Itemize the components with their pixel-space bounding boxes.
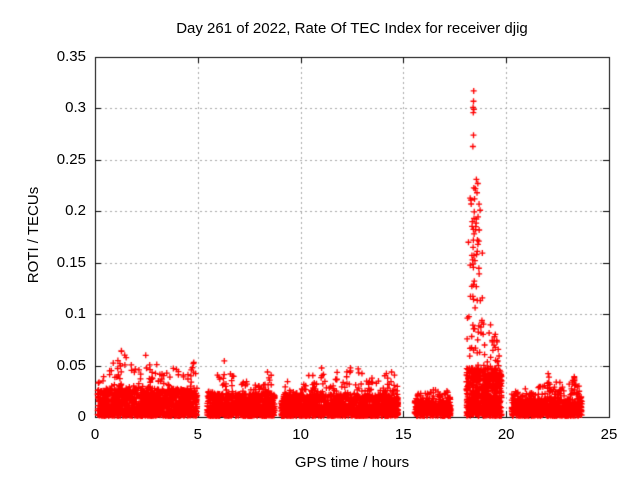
x-tick-label: 10 [292, 426, 309, 443]
y-tick-label: 0.2 [65, 202, 86, 220]
x-tick-label: 25 [600, 426, 618, 443]
x-tick-label: 15 [395, 426, 412, 443]
chart-title: Day 261 of 2022, Rate Of TEC Index for r… [176, 20, 528, 37]
x-axis-label: GPS time / hours [294, 454, 410, 471]
y-tick-label: 0 [77, 408, 86, 425]
y-tick-label: 0.05 [56, 356, 86, 374]
y-tick-label: 0.35 [56, 48, 86, 65]
x-tick-label: 0 [90, 426, 100, 443]
y-tick-label: 0.15 [56, 253, 86, 271]
y-tick-label: 0.3 [65, 99, 86, 117]
y-tick-label: 0.1 [65, 305, 86, 323]
x-tick-label: 20 [497, 426, 515, 443]
x-tick-label: 5 [193, 426, 202, 443]
y-tick-label: 0.25 [56, 150, 86, 168]
